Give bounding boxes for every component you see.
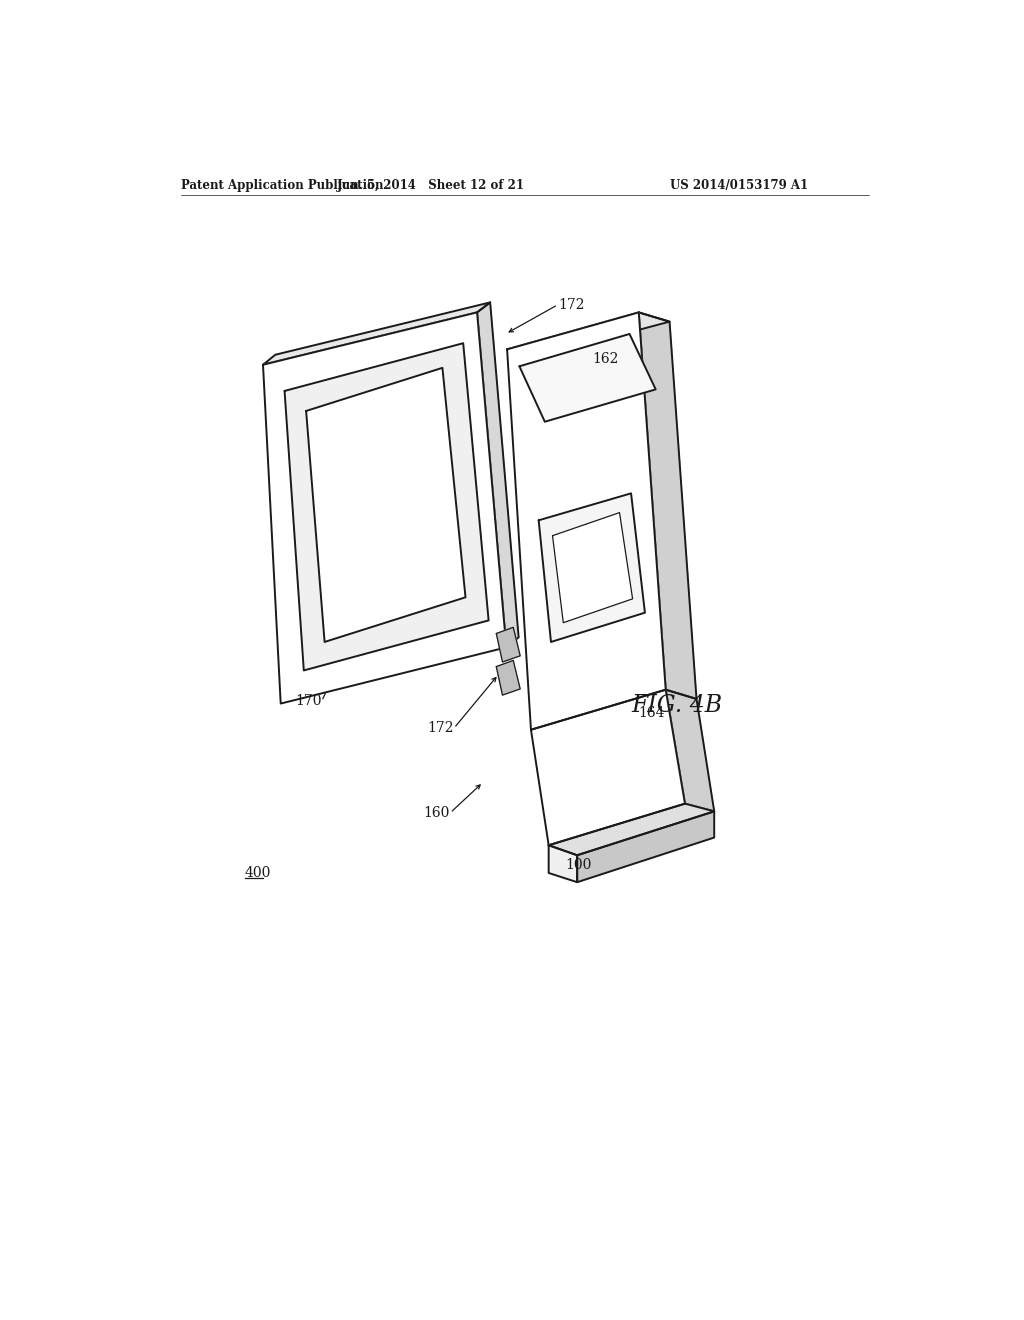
Text: Patent Application Publication: Patent Application Publication [180, 178, 383, 191]
Polygon shape [578, 812, 714, 882]
Polygon shape [531, 689, 685, 845]
Polygon shape [553, 512, 633, 623]
Polygon shape [507, 313, 670, 358]
Polygon shape [306, 368, 466, 642]
Text: 172: 172 [558, 298, 585, 312]
Text: 170: 170 [295, 694, 322, 709]
Text: 100: 100 [565, 858, 592, 873]
Polygon shape [263, 302, 490, 364]
Text: Jun. 5, 2014   Sheet 12 of 21: Jun. 5, 2014 Sheet 12 of 21 [337, 178, 525, 191]
Polygon shape [497, 660, 520, 696]
Polygon shape [549, 845, 578, 882]
Text: 164: 164 [639, 706, 666, 719]
Polygon shape [507, 313, 666, 730]
Polygon shape [519, 334, 655, 422]
Polygon shape [666, 689, 714, 812]
Polygon shape [263, 313, 506, 704]
Polygon shape [497, 627, 520, 663]
Text: US 2014/0153179 A1: US 2014/0153179 A1 [670, 178, 808, 191]
Text: 172: 172 [427, 721, 454, 735]
Text: 162: 162 [593, 351, 618, 366]
Polygon shape [539, 494, 645, 642]
Polygon shape [639, 313, 696, 700]
Text: FIG. 4B: FIG. 4B [631, 693, 722, 717]
Text: 400: 400 [245, 866, 271, 880]
Polygon shape [285, 343, 488, 671]
Text: 160: 160 [424, 807, 451, 820]
Polygon shape [477, 302, 518, 647]
Polygon shape [549, 804, 714, 855]
